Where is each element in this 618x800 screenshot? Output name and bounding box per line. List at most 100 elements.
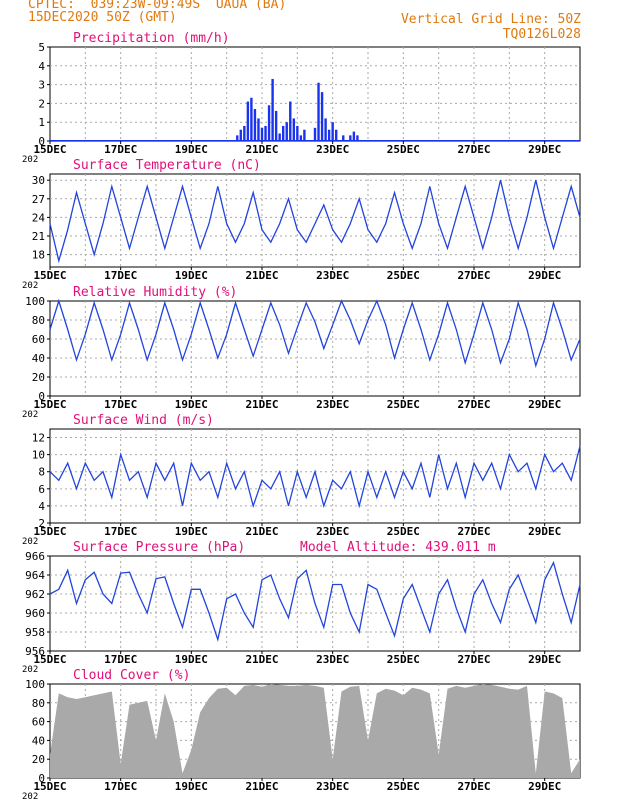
- precipitation-bar: [331, 122, 334, 141]
- precipitation-bar: [250, 97, 253, 141]
- cloud-cover-ytick-label: 20: [32, 753, 45, 766]
- wind-ytick-label: 2: [38, 517, 45, 530]
- cloud-cover-ytick-label: 0: [38, 772, 45, 785]
- wind-series-line: [49, 445, 581, 509]
- wind-ytick-label: 10: [32, 449, 45, 462]
- pressure-xtick-label: 23DEC: [316, 653, 349, 666]
- precipitation-xtick-label: 19DEC: [175, 143, 208, 156]
- precipitation-bar: [260, 127, 264, 141]
- wind-frame: [49, 428, 581, 524]
- temperature-ytick-label: 21: [32, 230, 45, 243]
- temperature-xtick-label: 25DEC: [387, 269, 420, 282]
- precipitation-bar: [352, 131, 356, 141]
- wind-xtick-label: 27DEC: [457, 525, 490, 538]
- precipitation-bar: [296, 125, 299, 141]
- precipitation-bar: [342, 135, 345, 141]
- temperature-year-label: 202: [22, 281, 38, 291]
- cloud-cover-ytick-label: 80: [32, 697, 45, 710]
- precipitation-bar: [264, 125, 267, 141]
- precipitation-bar: [267, 105, 271, 141]
- temperature-series-line: [49, 180, 581, 264]
- precipitation-bar: [282, 125, 285, 141]
- precipitation-ytick-label: 2: [38, 97, 45, 110]
- wind-xtick-label: 15DEC: [33, 525, 66, 538]
- cloud-cover-xtick-label: 29DEC: [528, 780, 561, 793]
- pressure-frame: [49, 555, 581, 652]
- precipitation-bar: [313, 127, 317, 141]
- precipitation-frame: [49, 46, 581, 142]
- precipitation-xtick-label: 27DEC: [457, 143, 490, 156]
- wind-xtick-label: 25DEC: [387, 525, 420, 538]
- cloud-cover-xtick-label: 25DEC: [387, 780, 420, 793]
- temperature-xtick-label: 17DEC: [104, 269, 137, 282]
- pressure-xtick-label: 25DEC: [387, 653, 420, 666]
- pressure-xtick-label: 17DEC: [104, 653, 137, 666]
- precipitation-xtick-label: 15DEC: [33, 143, 66, 156]
- precipitation-title: Precipitation (mm/h): [73, 31, 230, 46]
- humidity-year-label: 202: [22, 410, 38, 420]
- cloud-cover-ytick-label: 60: [32, 716, 45, 729]
- wind-ytick-label: 12: [32, 432, 45, 445]
- model-code-label: TQ0126L028: [502, 27, 581, 42]
- pressure-ytick-label: 964: [25, 569, 45, 582]
- pressure-ytick-label: 958: [25, 626, 45, 639]
- humidity-xtick-label: 19DEC: [175, 398, 208, 411]
- precipitation-bar: [271, 78, 274, 141]
- pressure-series-line: [49, 560, 581, 643]
- humidity-ytick-label: 0: [38, 390, 45, 403]
- pressure-subtitle: Model Altitude: 439.011 m: [300, 540, 496, 555]
- wind-ytick-label: 8: [38, 466, 45, 479]
- precipitation-bar: [257, 118, 260, 141]
- humidity-xtick-label: 23DEC: [316, 398, 349, 411]
- cloud-cover-area: [50, 684, 580, 778]
- precipitation-ytick-label: 4: [38, 60, 45, 73]
- pressure-ytick-label: 956: [25, 645, 45, 658]
- humidity-xtick-label: 25DEC: [387, 398, 420, 411]
- temperature-xtick-label: 21DEC: [245, 269, 278, 282]
- pressure-xtick-label: 15DEC: [33, 653, 66, 666]
- precipitation-xtick-label: 29DEC: [528, 143, 561, 156]
- precipitation-xtick-label: 23DEC: [316, 143, 349, 156]
- pressure-xtick-label: 29DEC: [528, 653, 561, 666]
- precipitation-bar: [236, 135, 239, 141]
- wind-xtick-label: 21DEC: [245, 525, 278, 538]
- run-date-label: 15DEC2020 50Z (GMT): [28, 10, 177, 25]
- cloud-cover-xtick-label: 17DEC: [104, 780, 137, 793]
- humidity-xtick-label: 29DEC: [528, 398, 561, 411]
- precipitation-bar: [335, 129, 338, 141]
- wind-ytick-label: 6: [38, 483, 45, 496]
- wind-year-label: 202: [22, 537, 38, 547]
- humidity-title: Relative Humidity (%): [73, 285, 237, 300]
- humidity-ytick-label: 80: [32, 314, 45, 327]
- humidity-xtick-label: 21DEC: [245, 398, 278, 411]
- precipitation-bar: [289, 101, 292, 141]
- station-header: CPTEC: 039:23W-09:49S UAUA (BA): [28, 0, 287, 12]
- precipitation-bar: [303, 129, 306, 141]
- pressure-xtick-label: 27DEC: [457, 653, 490, 666]
- wind-xtick-label: 29DEC: [528, 525, 561, 538]
- wind-xtick-label: 19DEC: [175, 525, 208, 538]
- humidity-series-line: [49, 298, 581, 368]
- humidity-xtick-label: 27DEC: [457, 398, 490, 411]
- cloud-cover-ytick-label: 40: [32, 734, 45, 747]
- cloud-cover-year-label: 202: [22, 792, 38, 800]
- precipitation-bar: [299, 135, 303, 141]
- precipitation-ytick-label: 5: [38, 41, 45, 54]
- wind-xtick-label: 23DEC: [316, 525, 349, 538]
- precipitation-year-label: 202: [22, 155, 38, 165]
- precipitation-bar: [243, 125, 246, 141]
- precipitation-bar: [246, 101, 250, 141]
- precipitation-bar: [324, 118, 327, 141]
- humidity-ytick-label: 100: [25, 295, 45, 308]
- temperature-xtick-label: 19DEC: [175, 269, 208, 282]
- grid-note-label: Vertical Grid Line: 50Z: [400, 12, 581, 27]
- pressure-xtick-label: 21DEC: [245, 653, 278, 666]
- humidity-xtick-label: 17DEC: [104, 398, 137, 411]
- precipitation-xtick-label: 21DEC: [245, 143, 278, 156]
- cloud-cover-xtick-label: 27DEC: [457, 780, 490, 793]
- precipitation-bar: [278, 133, 281, 141]
- precipitation-xtick-label: 25DEC: [387, 143, 420, 156]
- precipitation-bar: [327, 129, 331, 141]
- temperature-frame: [49, 173, 581, 268]
- precipitation-bar: [253, 109, 257, 141]
